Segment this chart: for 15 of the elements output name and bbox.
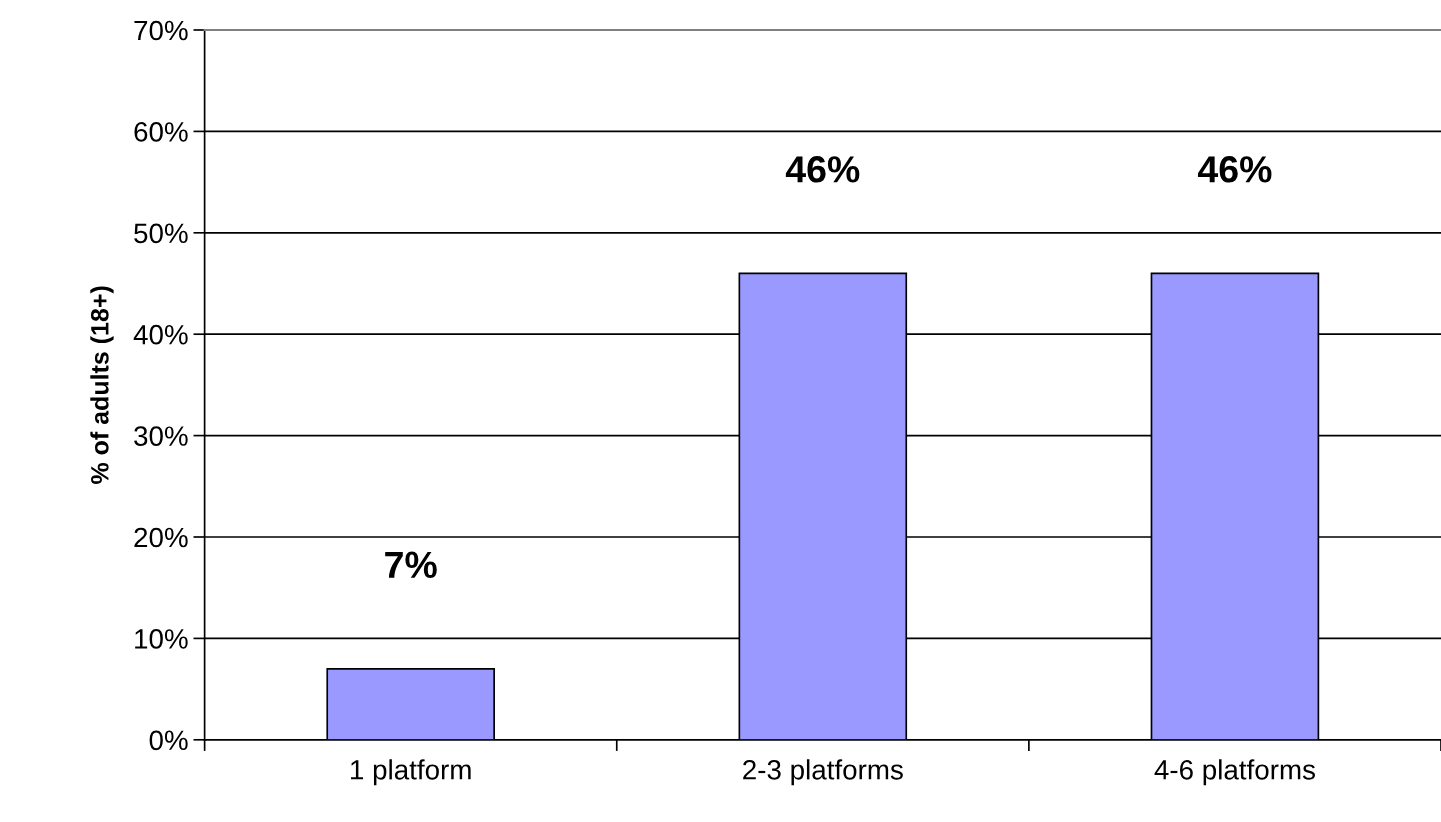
data-label: 46%: [785, 156, 860, 183]
data-label: 7%: [385, 551, 437, 578]
y-tick-label: 20%: [134, 527, 188, 548]
y-axis-title: % of adults (18+): [90, 286, 114, 484]
y-tick-label: 40%: [133, 324, 188, 345]
y-tick-label: 60%: [134, 122, 188, 142]
x-tick-label: 1 platform: [351, 759, 471, 786]
y-tick-label: 0%: [149, 730, 188, 751]
y-tick-label: 50%: [134, 223, 188, 244]
y-tick-label: 70%: [134, 20, 188, 41]
y-tick-label: 10%: [135, 629, 188, 649]
x-tick-label: 2-3 platforms: [743, 759, 903, 786]
data-label: 46%: [1197, 156, 1272, 183]
x-tick-label: 4-6 platforms: [1154, 759, 1315, 786]
y-tick-label: 30%: [134, 426, 188, 446]
